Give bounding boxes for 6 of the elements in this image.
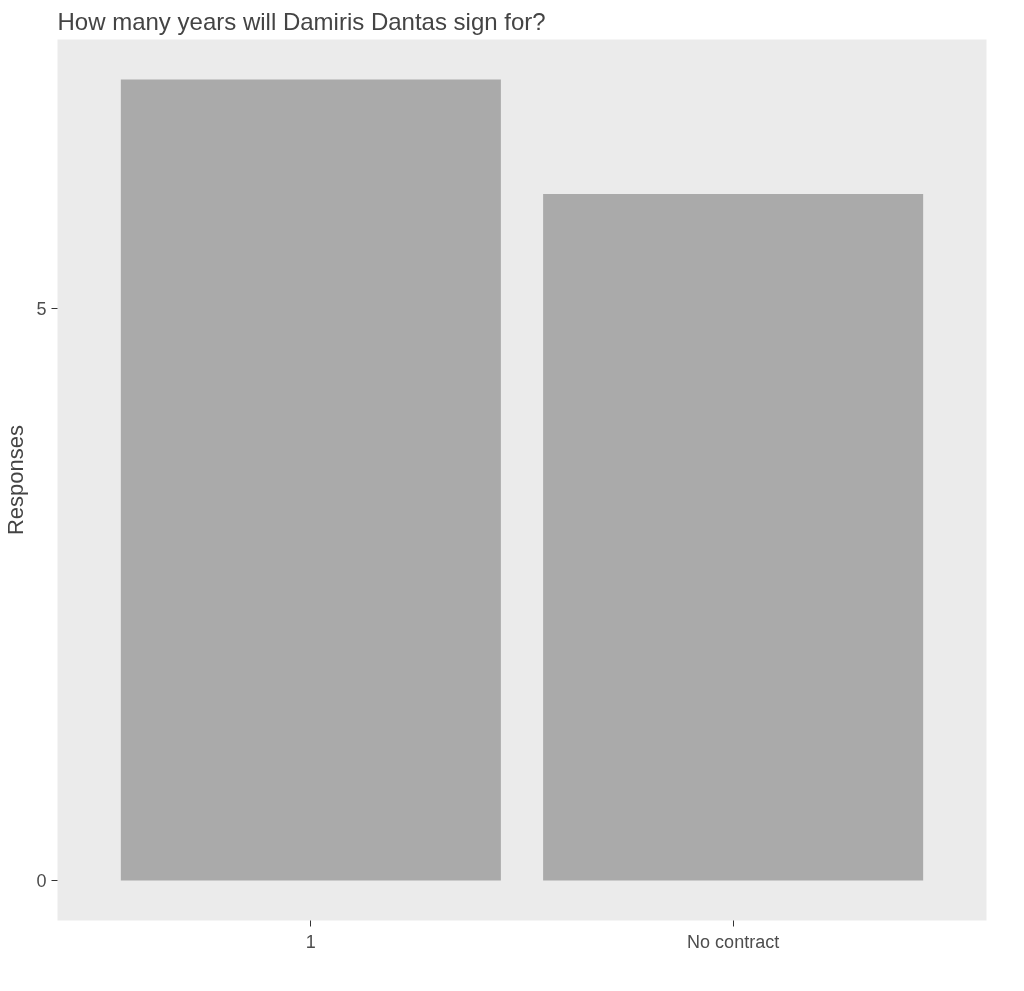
y-tick-label: 5 [36,298,47,319]
x-tick-label: No contract [687,931,780,952]
y-tick-label: 0 [36,870,47,891]
chart-title: How many years will Damiris Dantas sign for? [57,7,546,35]
y-axis-title: Responses [3,424,29,536]
x-tick-label: 1 [305,931,316,952]
